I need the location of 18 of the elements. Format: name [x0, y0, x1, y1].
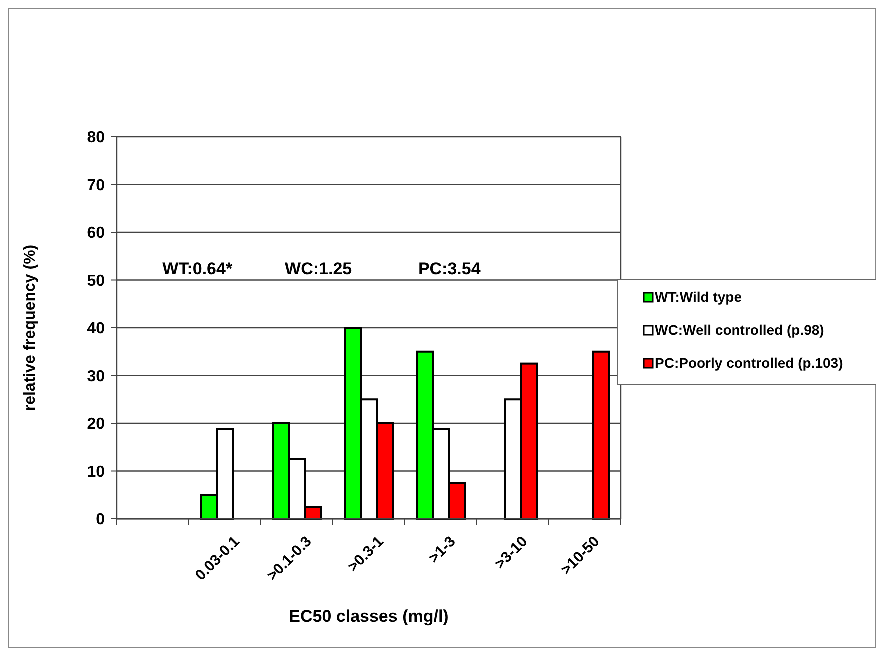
- annotation: WC:1.25: [285, 259, 352, 278]
- legend-label: WC:Well controlled (p.98): [655, 322, 824, 338]
- y-tick-label: 0: [96, 512, 106, 529]
- annotation: PC:3.54: [418, 259, 482, 278]
- y-axis-title: relative frequency (%): [22, 244, 39, 412]
- y-tick-label: 60: [87, 225, 106, 242]
- legend-label: WT:Wild type: [655, 289, 742, 305]
- bar: [592, 350, 610, 520]
- legend-label: PC:Poorly controlled (p.103): [655, 355, 844, 371]
- y-tick-label: 40: [87, 320, 106, 338]
- y-tick-label: 80: [87, 130, 106, 147]
- x-axis-title: EC50 classes (mg/l): [289, 607, 449, 626]
- y-tick-label: 20: [87, 416, 106, 434]
- y-tick-label: 50: [87, 272, 106, 290]
- annotation: WT:0.64*: [162, 259, 233, 278]
- y-tick-label: 10: [87, 464, 106, 481]
- y-tick-label: 30: [87, 368, 106, 386]
- y-tick-label: 70: [87, 177, 106, 194]
